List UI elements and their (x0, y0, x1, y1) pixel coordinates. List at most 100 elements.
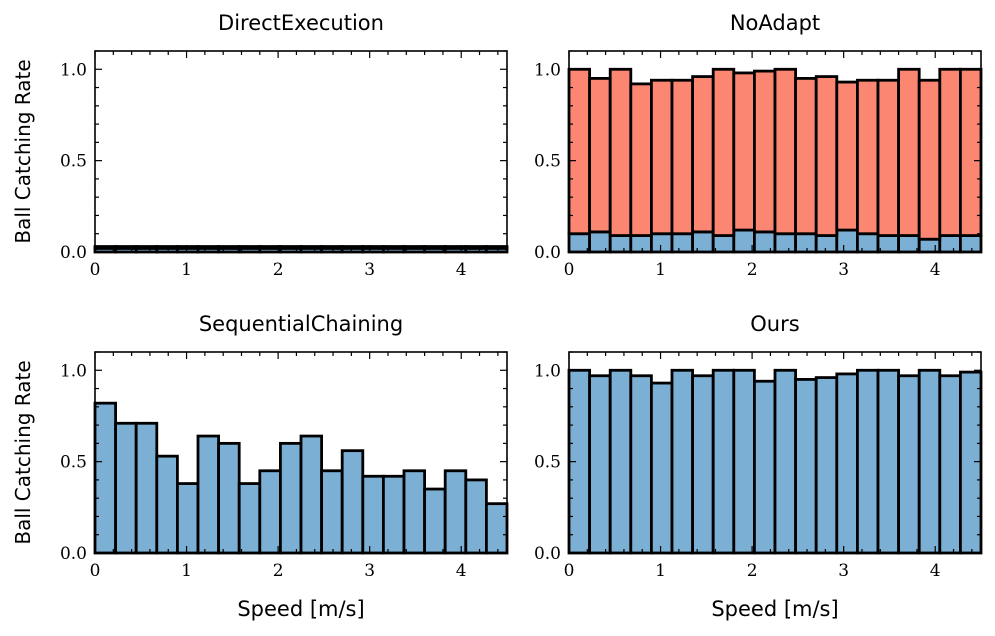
bar-rate-4 (155, 454, 179, 555)
bar-rate-10 (278, 441, 303, 555)
bar-upper-8 (237, 245, 262, 250)
bar-upper-19 (938, 67, 962, 237)
bar-upper-9 (258, 245, 282, 250)
bar-rate-12 (794, 378, 818, 555)
bar-rate-20 (484, 502, 509, 555)
bar-upper-15 (856, 78, 880, 236)
x-tick-label: 2 (747, 260, 758, 280)
bar-rate-3 (608, 368, 633, 555)
bar-lower-12 (794, 232, 818, 254)
bar-lower-5 (650, 232, 674, 254)
chart-panel-4: 0 1 2 3 4 0.0 0.5 1.0 Ours Speed [m/s] (534, 312, 983, 621)
y-tick-label: 1.0 (534, 60, 561, 80)
bar-lower-16 (876, 234, 901, 254)
bar-upper-2 (588, 77, 612, 234)
bar-lower-7 (691, 230, 715, 254)
y-tick-label: 1.0 (60, 361, 87, 381)
bar-rate-8 (711, 368, 736, 555)
x-tick-label: 4 (930, 260, 941, 280)
y-axis-label: Ball Catching Rate (11, 59, 35, 243)
bar-rate-2 (114, 421, 138, 555)
bar-upper-2 (114, 245, 138, 250)
bar-rate-11 (773, 368, 798, 555)
chart-title: DirectExecution (218, 11, 384, 35)
bar-lower-6 (670, 232, 695, 254)
axes-frame (94, 351, 508, 554)
y-tick-label: 1.0 (60, 60, 87, 80)
axes-frame (94, 50, 508, 253)
x-tick-label: 0 (564, 561, 575, 581)
x-tick-label: 3 (838, 561, 849, 581)
bar-lower-18 (917, 237, 942, 254)
x-tick-label: 0 (90, 260, 101, 280)
bar-rate-7 (691, 374, 715, 555)
bar-rate-20 (959, 370, 983, 555)
x-tick-label: 1 (655, 260, 666, 280)
y-tick-label: 0.5 (534, 453, 561, 473)
bar-rate-2 (588, 374, 612, 555)
bar-rate-9 (732, 368, 756, 555)
bar-upper-10 (753, 69, 777, 234)
bar-rate-19 (464, 478, 488, 555)
bar-upper-7 (691, 75, 715, 234)
bar-upper-4 (155, 245, 179, 250)
x-axis-label: Speed [m/s] (711, 597, 838, 621)
bar-lower-17 (897, 234, 921, 254)
bar-lower-4 (629, 234, 653, 254)
bar-lower-14 (835, 228, 859, 254)
x-tick-label: 4 (930, 561, 941, 581)
bar-upper-5 (175, 245, 200, 250)
bar-upper-11 (773, 67, 798, 236)
chart-panel-1: 0 1 2 3 4 0.0 0.5 1.0 DirectExecution Ball Catchi… (11, 11, 509, 280)
bar-upper-15 (381, 245, 406, 250)
bar-rate-16 (402, 469, 427, 555)
axes-frame (568, 50, 982, 253)
bar-upper-5 (650, 78, 674, 236)
bar-upper-18 (917, 78, 942, 241)
bar-lower-19 (938, 234, 962, 254)
bar-rate-17 (423, 487, 447, 555)
bar-rate-18 (917, 368, 942, 555)
y-tick-label: 1.0 (534, 361, 561, 381)
chart-panel-2: 0 1 2 3 4 0.0 0.5 1.0 NoAdapt (534, 11, 983, 280)
bar-upper-12 (794, 77, 818, 236)
bar-rate-14 (361, 474, 385, 555)
bar-rate-15 (381, 474, 406, 555)
axes-frame (568, 351, 982, 554)
bar-rate-7 (217, 441, 241, 555)
bar-rate-5 (650, 381, 674, 555)
bar-rate-8 (237, 482, 262, 555)
bar-lower-2 (588, 230, 612, 254)
bar-upper-17 (423, 245, 447, 250)
chart-title: Ours (750, 312, 799, 336)
bar-upper-4 (629, 82, 653, 237)
y-tick-label: 0.0 (534, 243, 561, 263)
bar-upper-8 (711, 67, 736, 237)
x-tick-label: 4 (456, 561, 467, 581)
bar-rate-17 (897, 374, 921, 555)
x-tick-label: 2 (273, 561, 284, 581)
bar-upper-13 (814, 75, 839, 237)
y-tick-label: 0.0 (60, 544, 87, 564)
bar-upper-14 (835, 80, 859, 232)
x-tick-label: 0 (90, 561, 101, 581)
bar-rate-6 (670, 368, 695, 555)
bar-rate-13 (340, 449, 365, 555)
bar-upper-19 (464, 245, 488, 250)
x-tick-label: 2 (747, 561, 758, 581)
y-tick-label: 0.5 (60, 453, 87, 473)
bar-rate-15 (856, 368, 880, 555)
bar-upper-18 (443, 245, 468, 250)
x-tick-label: 3 (364, 561, 375, 581)
y-tick-label: 0.5 (60, 152, 87, 172)
bar-rate-12 (320, 469, 344, 555)
x-tick-label: 1 (181, 561, 192, 581)
bar-rate-14 (835, 372, 859, 555)
bar-lower-11 (773, 232, 798, 254)
bar-rate-16 (876, 368, 901, 555)
y-tick-label: 0.0 (60, 243, 87, 263)
bar-lower-9 (732, 228, 756, 254)
bar-upper-20 (484, 245, 509, 250)
y-tick-label: 0.0 (534, 544, 561, 564)
bar-upper-11 (299, 245, 324, 250)
